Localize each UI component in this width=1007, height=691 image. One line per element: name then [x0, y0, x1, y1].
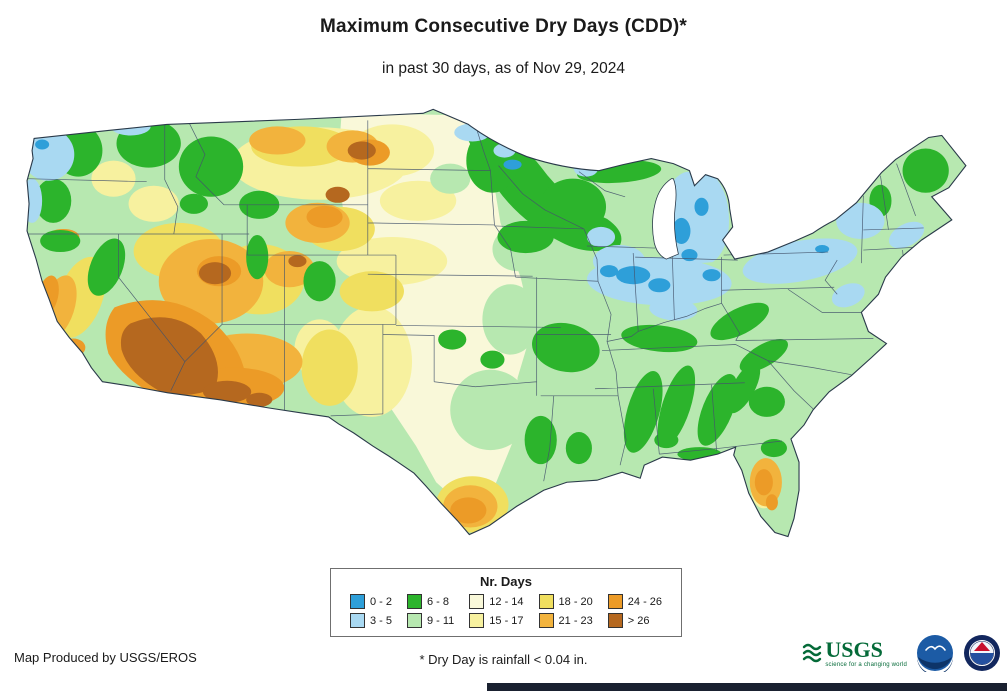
legend-item: 18 - 20	[538, 594, 593, 609]
legend-swatch	[538, 613, 554, 628]
legend-swatch	[469, 594, 485, 609]
legend-label: 9 - 11	[426, 614, 455, 627]
legend-item: 15 - 17	[469, 613, 524, 628]
legend-swatch	[406, 613, 422, 628]
legend-swatch	[469, 613, 485, 628]
legend-swatch	[607, 613, 623, 628]
usgs-waves-icon	[803, 643, 822, 663]
legend-item: 9 - 11	[406, 613, 455, 628]
state-borders	[27, 115, 924, 482]
noaa-logo	[917, 635, 953, 672]
us-cdd-map	[18, 106, 988, 568]
legend-label: > 26	[627, 614, 650, 627]
us-outline	[26, 108, 967, 538]
legend-item: 12 - 14	[469, 594, 524, 609]
legend-label: 6 - 8	[426, 595, 449, 608]
legend-item: 3 - 5	[349, 613, 392, 628]
legend-item: 24 - 26	[607, 594, 663, 609]
map-fill-layers	[27, 109, 966, 537]
legend-label: 21 - 23	[558, 614, 593, 627]
usgs-tagline: science for a changing world	[825, 661, 907, 668]
usgs-logo: USGS science for a changing world	[802, 636, 907, 668]
legend: Nr. Days 0 - 2 3 - 5 6 - 8 9 - 11 12 - 14 15 …	[330, 568, 682, 637]
legend-item: > 26	[607, 613, 662, 628]
map-credit: Map Produced by USGS/EROS	[14, 650, 197, 665]
legend-swatch	[349, 594, 365, 609]
legend-swatch	[349, 613, 365, 628]
legend-item: 6 - 8	[406, 594, 454, 609]
legend-items: 0 - 2 3 - 5 6 - 8 9 - 11 12 - 14 15 - 17 18 - …	[343, 594, 669, 628]
dry-day-footnote: * Dry Day is rainfall < 0.04 in.	[419, 652, 588, 667]
legend-label: 15 - 17	[489, 614, 524, 627]
agency-logos: USGS science for a changing world	[802, 634, 1001, 672]
legend-label: 3 - 5	[369, 614, 392, 627]
legend-label: 12 - 14	[489, 595, 524, 608]
nws-logo	[964, 635, 1000, 671]
page-title: Maximum Consecutive Dry Days (CDD)*	[319, 16, 688, 37]
legend-swatch	[538, 594, 554, 609]
legend-swatch	[607, 594, 623, 609]
us-map-svg	[26, 108, 967, 538]
legend-swatch	[406, 594, 422, 609]
legend-item: 0 - 2	[349, 594, 392, 609]
usgs-wordmark: USGS	[825, 636, 883, 662]
legend-title: Nr. Days	[479, 574, 533, 589]
bottom-bar	[487, 683, 1007, 691]
legend-item: 21 - 23	[538, 613, 593, 628]
legend-label: 24 - 26	[627, 595, 663, 608]
legend-label: 0 - 2	[369, 595, 392, 608]
page-subtitle: in past 30 days, as of Nov 29, 2024	[382, 60, 625, 77]
legend-label: 18 - 20	[558, 595, 593, 608]
lake-michigan	[652, 178, 679, 260]
